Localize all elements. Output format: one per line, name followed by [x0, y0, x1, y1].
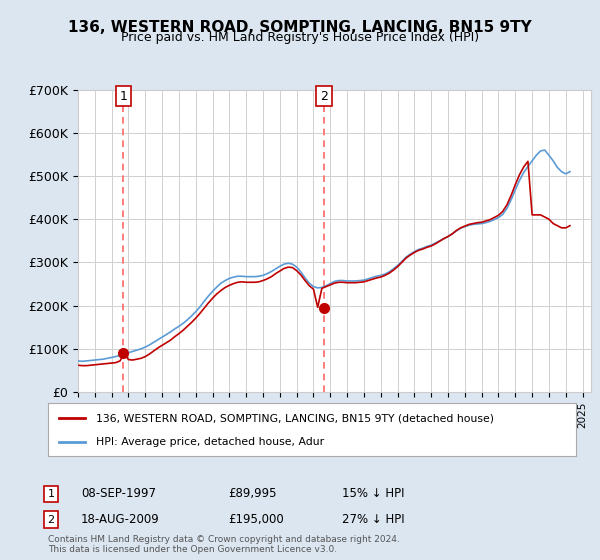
Text: £195,000: £195,000 [228, 513, 284, 526]
Text: Price paid vs. HM Land Registry's House Price Index (HPI): Price paid vs. HM Land Registry's House … [121, 31, 479, 44]
Text: 1: 1 [119, 90, 127, 102]
Text: Contains HM Land Registry data © Crown copyright and database right 2024.
This d: Contains HM Land Registry data © Crown c… [48, 535, 400, 554]
Text: 1: 1 [47, 489, 55, 499]
Text: 18-AUG-2009: 18-AUG-2009 [81, 513, 160, 526]
Text: 15% ↓ HPI: 15% ↓ HPI [342, 487, 404, 501]
Text: 2: 2 [320, 90, 328, 102]
Text: HPI: Average price, detached house, Adur: HPI: Average price, detached house, Adur [95, 436, 323, 446]
Text: 136, WESTERN ROAD, SOMPTING, LANCING, BN15 9TY (detached house): 136, WESTERN ROAD, SOMPTING, LANCING, BN… [95, 413, 494, 423]
Text: 136, WESTERN ROAD, SOMPTING, LANCING, BN15 9TY: 136, WESTERN ROAD, SOMPTING, LANCING, BN… [68, 20, 532, 35]
Text: 2: 2 [47, 515, 55, 525]
Text: £89,995: £89,995 [228, 487, 277, 501]
Text: 27% ↓ HPI: 27% ↓ HPI [342, 513, 404, 526]
Text: 08-SEP-1997: 08-SEP-1997 [81, 487, 156, 501]
